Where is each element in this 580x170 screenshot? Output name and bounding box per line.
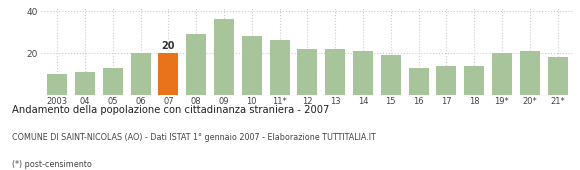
Bar <box>214 19 234 95</box>
Bar <box>186 34 206 95</box>
Bar <box>353 51 373 95</box>
Bar <box>408 68 429 95</box>
Bar <box>520 51 540 95</box>
Bar <box>492 53 512 95</box>
Bar <box>130 53 151 95</box>
Bar <box>242 36 262 95</box>
Bar <box>158 53 179 95</box>
Bar <box>436 66 456 95</box>
Text: COMUNE DI SAINT-NICOLAS (AO) - Dati ISTAT 1° gennaio 2007 - Elaborazione TUTTITA: COMUNE DI SAINT-NICOLAS (AO) - Dati ISTA… <box>12 133 375 142</box>
Text: 20: 20 <box>162 41 175 51</box>
Bar <box>103 68 123 95</box>
Text: Andamento della popolazione con cittadinanza straniera - 2007: Andamento della popolazione con cittadin… <box>12 105 329 115</box>
Bar <box>464 66 484 95</box>
Text: (*) post-censimento: (*) post-censimento <box>12 160 92 169</box>
Bar <box>380 55 401 95</box>
Bar <box>548 57 567 95</box>
Bar <box>325 49 345 95</box>
Bar <box>270 40 289 95</box>
Bar <box>47 74 67 95</box>
Bar <box>75 72 95 95</box>
Bar <box>298 49 317 95</box>
